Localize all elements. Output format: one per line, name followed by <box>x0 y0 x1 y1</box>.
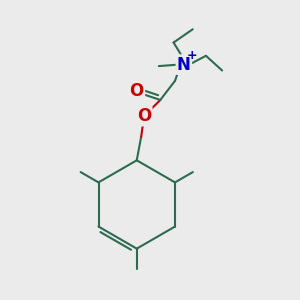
Text: O: O <box>137 107 151 125</box>
Text: N: N <box>177 56 191 74</box>
Text: O: O <box>130 82 144 100</box>
Text: +: + <box>187 49 197 62</box>
